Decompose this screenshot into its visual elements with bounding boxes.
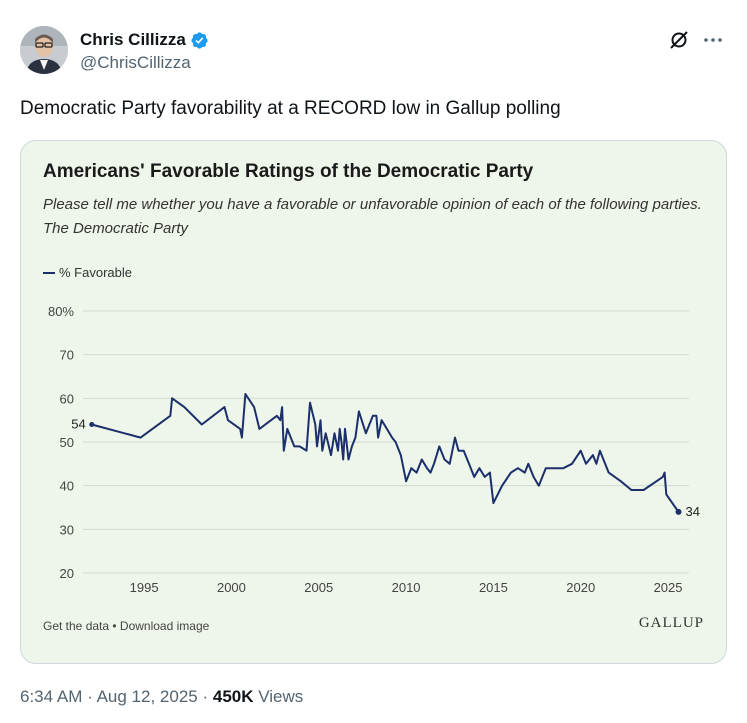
y-tick-label: 70 — [60, 348, 74, 363]
line-chart: % Favorable 20 30 40 50 60 70 80% 1995 2000 2005 20… — [43, 265, 700, 595]
author-block: Chris Cillizza @ChrisCillizza — [80, 30, 209, 73]
y-tick-label: 40 — [60, 479, 74, 494]
start-point — [89, 422, 95, 428]
x-tick-label: 2015 — [479, 580, 508, 595]
avatar[interactable] — [20, 26, 68, 74]
avatar-image — [20, 26, 68, 74]
post-text: Democratic Party favorability at a RECOR… — [20, 98, 561, 119]
views-label: Views — [258, 687, 304, 706]
chart-subtitle: Please tell me whether you have a favora… — [43, 196, 702, 237]
meta-separator-2: · — [202, 687, 209, 706]
chart-footer-links[interactable]: Get the data • Download image — [43, 619, 210, 633]
x-tick-label: 1995 — [130, 580, 159, 595]
verified-badge-icon — [191, 31, 208, 49]
series-line — [91, 393, 680, 513]
x-tick-label: 2005 — [304, 580, 333, 595]
y-tick-label: 30 — [60, 522, 74, 537]
end-point — [675, 508, 682, 515]
meta-separator: · — [87, 687, 93, 706]
legend-label: % Favorable — [59, 265, 132, 280]
y-tick-label: 80% — [48, 304, 74, 319]
x-tick-label: 2020 — [566, 580, 595, 595]
media-card[interactable]: Americans' Favorable Ratings of the Demo… — [20, 140, 727, 664]
x-tick-label: 2000 — [217, 580, 246, 595]
end-data-label: 34 — [686, 504, 700, 519]
views-count: 450K — [212, 687, 254, 706]
author-handle[interactable]: @ChrisCillizza — [80, 53, 191, 72]
x-tick-label: 2025 — [654, 580, 683, 595]
chart-title: Americans' Favorable Ratings of the Demo… — [43, 161, 534, 182]
post-date[interactable]: Aug 12, 2025 — [96, 687, 198, 706]
more-horizontal-icon[interactable] — [701, 28, 725, 52]
y-tick-label: 20 — [60, 566, 74, 581]
start-data-label: 54 — [71, 417, 85, 432]
y-tick-label: 60 — [60, 391, 74, 406]
y-tick-label: 50 — [60, 435, 74, 450]
grok-icon[interactable] — [667, 28, 691, 52]
post-meta: 6:34 AM · Aug 12, 2025 · 450K Views — [20, 687, 303, 707]
author-name[interactable]: Chris Cillizza — [80, 30, 186, 49]
post-time[interactable]: 6:34 AM — [20, 687, 83, 706]
gallup-logo: GALLUP — [638, 615, 704, 631]
x-tick-label: 2010 — [392, 580, 421, 595]
post-header: Chris Cillizza @ChrisCillizza — [20, 26, 727, 78]
